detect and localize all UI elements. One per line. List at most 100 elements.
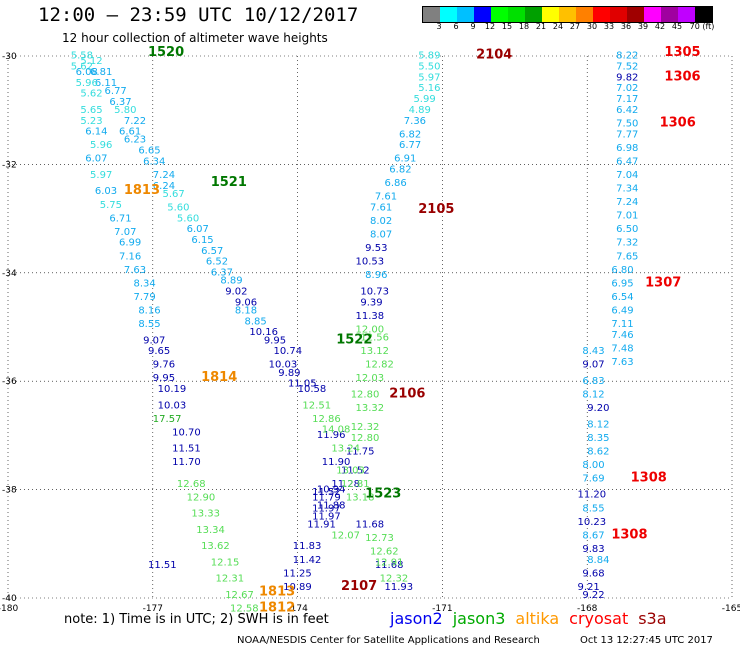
wave-height-value: 5.58 bbox=[71, 51, 93, 62]
wave-height-value: 9.83 bbox=[582, 544, 604, 555]
wave-height-value: 12.80 bbox=[351, 389, 380, 400]
wave-height-value: 6.80 bbox=[611, 265, 633, 276]
wave-height-value: 9.39 bbox=[360, 297, 382, 308]
wave-height-value: 7.48 bbox=[611, 343, 633, 354]
wave-height-value: 6.49 bbox=[611, 305, 633, 316]
wave-height-value: 7.63 bbox=[124, 265, 146, 276]
wave-height-value: 6.86 bbox=[384, 178, 406, 189]
wave-height-value: 13.18 bbox=[346, 492, 375, 503]
wave-height-value: 6.14 bbox=[85, 127, 107, 138]
wave-height-value: 5.60 bbox=[167, 202, 189, 213]
pass-number-label: 1814 bbox=[201, 370, 237, 385]
wave-height-value: 8.00 bbox=[582, 460, 604, 471]
wave-height-value: 12.07 bbox=[331, 530, 360, 541]
color-tick-label: 12 bbox=[484, 22, 496, 31]
wave-height-value: 11.38 bbox=[356, 311, 385, 322]
wave-height-value: 11.42 bbox=[293, 555, 322, 566]
wave-height-value: 8.12 bbox=[587, 419, 609, 430]
color-tick-label: 33 bbox=[603, 22, 615, 31]
wave-height-value: 5.67 bbox=[162, 189, 184, 200]
wave-height-value: 12.51 bbox=[302, 400, 331, 411]
y-tick-label: -40 bbox=[2, 594, 17, 604]
wave-height-value: 7.24 bbox=[153, 170, 175, 181]
wave-height-value: 6.95 bbox=[611, 278, 633, 289]
color-scale-legend bbox=[422, 6, 713, 23]
footnote: note: 1) Time is in UTC; 2) SWH is in fe… bbox=[64, 612, 329, 627]
wave-height-value: 5.80 bbox=[114, 105, 136, 116]
mission-legend-entry: s3a bbox=[638, 609, 667, 628]
wave-height-value: 6.71 bbox=[109, 213, 131, 224]
wave-height-value: 5.23 bbox=[80, 116, 102, 127]
wave-height-value: 11.97 bbox=[312, 503, 341, 514]
pass-number-label: 1813 bbox=[259, 584, 295, 599]
wave-height-value: 8.89 bbox=[220, 276, 242, 287]
wave-height-value: 12.68 bbox=[177, 479, 206, 490]
wave-height-value: 9.76 bbox=[153, 360, 175, 371]
wave-height-value: 5.75 bbox=[100, 200, 122, 211]
wave-height-value: 17.57 bbox=[153, 414, 182, 425]
wave-height-value: 9.95 bbox=[264, 335, 286, 346]
wave-height-value: 11.79 bbox=[312, 492, 341, 503]
wave-height-value: 9.82 bbox=[616, 72, 638, 83]
wave-height-value: 7.02 bbox=[616, 83, 638, 94]
wave-height-value: 8.22 bbox=[616, 51, 638, 62]
pass-number-label: 1305 bbox=[664, 45, 700, 60]
wave-height-value: 7.61 bbox=[370, 202, 392, 213]
pass-number-label: 2106 bbox=[389, 386, 425, 401]
y-tick-label: -32 bbox=[2, 160, 17, 170]
wave-height-value: 7.52 bbox=[616, 62, 638, 73]
x-tick-label: -165 bbox=[722, 604, 740, 614]
wave-height-value: 11.25 bbox=[283, 568, 312, 579]
wave-height-value: 9.02 bbox=[225, 286, 247, 297]
pass-number-label: 1306 bbox=[664, 69, 700, 84]
color-tick-label: 9 bbox=[470, 22, 476, 31]
y-tick-label: -36 bbox=[2, 377, 17, 387]
wave-height-value: 5.96 bbox=[76, 78, 98, 89]
pass-number-label: 1308 bbox=[631, 470, 667, 485]
wave-height-value: 6.07 bbox=[85, 154, 107, 165]
map-subtitle: 12 hour collection of altimeter wave hei… bbox=[62, 31, 328, 45]
wave-height-value: 6.61 bbox=[119, 127, 141, 138]
wave-height-value: 9.53 bbox=[365, 243, 387, 254]
wave-height-value: 12.00 bbox=[356, 324, 385, 335]
wave-height-value: 6.65 bbox=[138, 146, 160, 157]
pass-number-label: 1812 bbox=[259, 601, 295, 616]
wave-height-value: 6.11 bbox=[95, 78, 117, 89]
wave-height-value: 11.05 bbox=[288, 379, 317, 390]
wave-height-value: 10.70 bbox=[172, 427, 201, 438]
wave-height-value: 9.20 bbox=[587, 403, 609, 414]
wave-height-value: 12.91 bbox=[375, 557, 404, 568]
wave-height-value: 5.62 bbox=[71, 62, 93, 73]
wave-height-value: 8.16 bbox=[138, 305, 160, 316]
wave-height-value: 9.68 bbox=[582, 568, 604, 579]
wave-height-value: 12.56 bbox=[360, 333, 389, 344]
wave-height-value: 7.32 bbox=[616, 238, 638, 249]
wave-height-value: 6.42 bbox=[616, 105, 638, 116]
wave-height-value: 13.24 bbox=[331, 444, 360, 455]
generation-timestamp: Oct 13 12:27:45 UTC 2017 bbox=[580, 635, 713, 646]
wave-height-value: 11.70 bbox=[172, 457, 201, 468]
wave-height-value: 7.69 bbox=[582, 473, 604, 484]
wave-height-value: 10.19 bbox=[158, 384, 187, 395]
wave-height-value: 6.54 bbox=[611, 292, 633, 303]
color-tick-label: 18 bbox=[518, 22, 530, 31]
wave-height-value: 6.03 bbox=[95, 186, 117, 197]
wave-height-value: 12.32 bbox=[380, 574, 409, 585]
wave-height-value: 11.97 bbox=[312, 511, 341, 522]
pass-number-label: 1307 bbox=[645, 275, 681, 290]
wave-height-value: 7.22 bbox=[124, 116, 146, 127]
wave-height-value: 6.24 bbox=[153, 181, 175, 192]
color-swatch bbox=[423, 7, 440, 22]
color-tick-label: 3 bbox=[436, 22, 442, 31]
wave-height-value: 6.08 bbox=[76, 67, 98, 78]
wave-height-value: 8.34 bbox=[133, 278, 155, 289]
wave-height-value: 11.88 bbox=[317, 501, 346, 512]
credit-line: NOAA/NESDIS Center for Satellite Applica… bbox=[237, 635, 540, 646]
pass-number-label: 1308 bbox=[611, 527, 647, 542]
wave-height-value: 13.03 bbox=[336, 465, 365, 476]
wave-height-value: 12.03 bbox=[356, 373, 385, 384]
wave-height-value: 9.06 bbox=[235, 297, 257, 308]
wave-height-value: 5.62 bbox=[80, 89, 102, 100]
wave-height-value: 5.89 bbox=[418, 51, 440, 62]
color-swatch bbox=[695, 7, 712, 22]
